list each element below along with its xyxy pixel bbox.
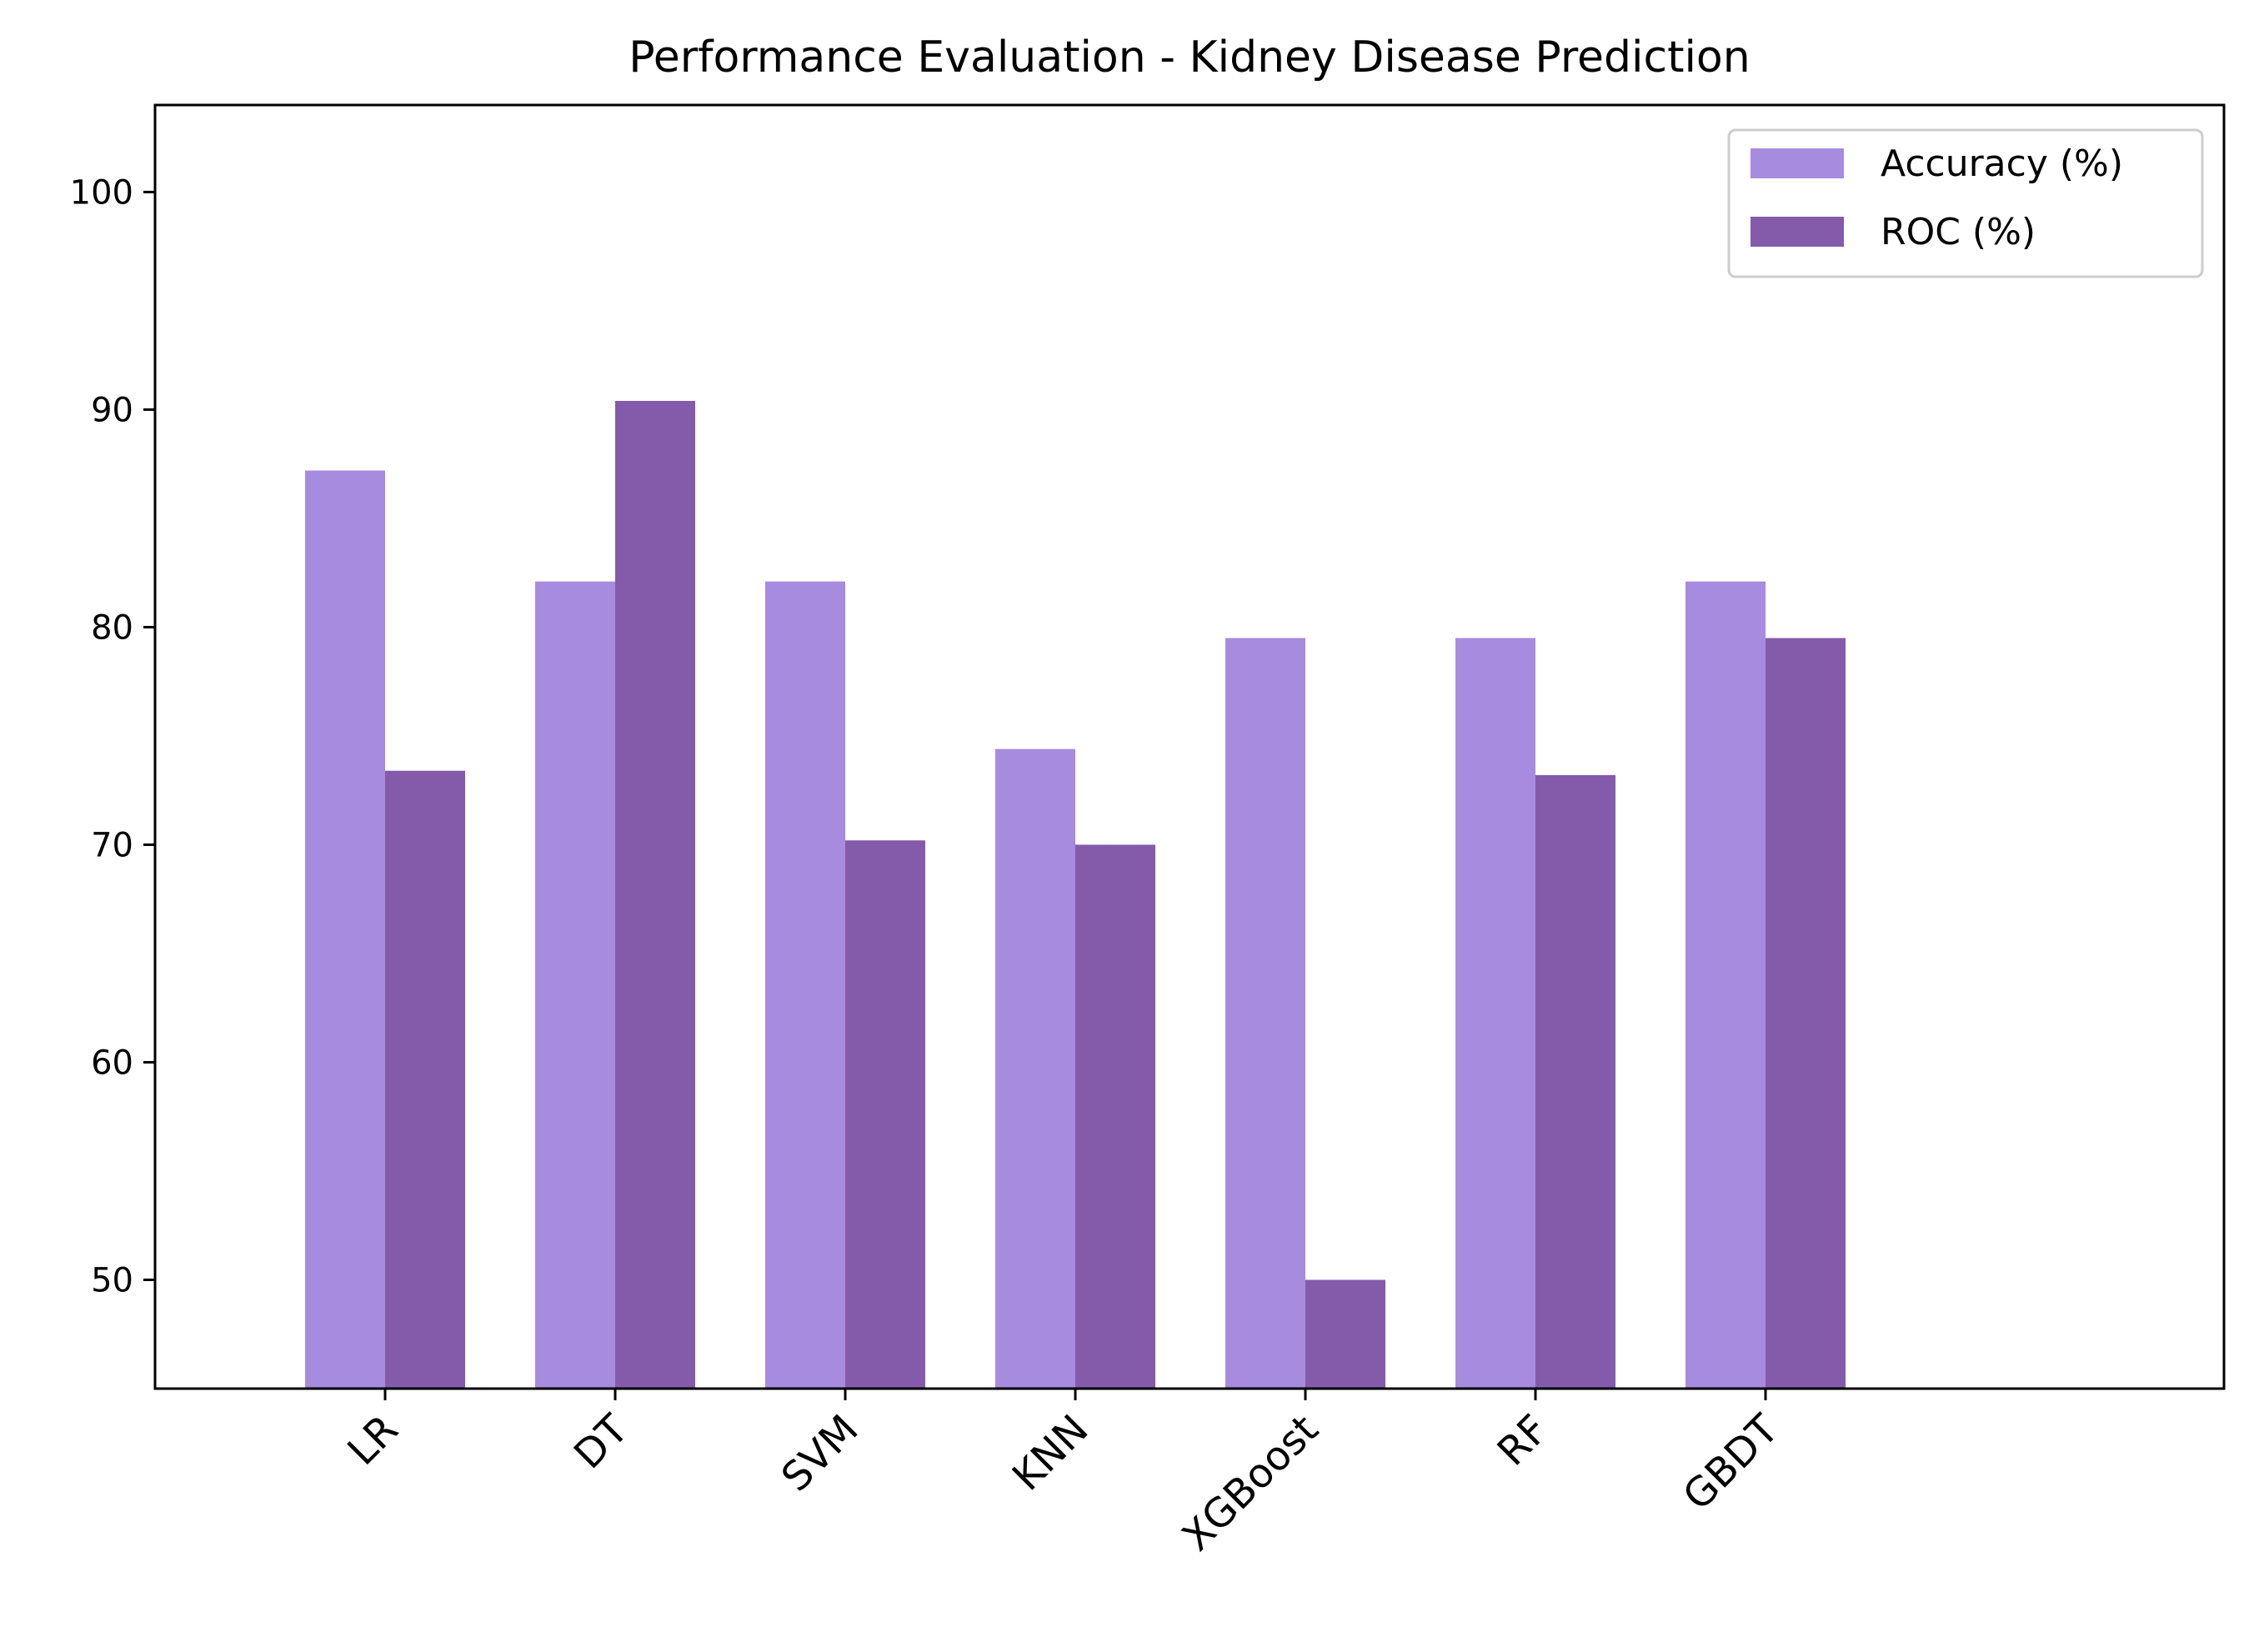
bar-roc-svm [845, 840, 925, 1389]
y-tick-label: 70 [91, 826, 133, 864]
y-tick-label: 60 [91, 1044, 133, 1082]
legend-box [1727, 128, 2204, 278]
bar-roc-rf [1535, 774, 1615, 1389]
x-tick-label: KNN [1004, 1406, 1098, 1500]
chart-title: Performance Evaluation - Kidney Disease … [629, 33, 1750, 83]
bar-accuracy-rf [1455, 638, 1535, 1389]
bar-roc-knn [1075, 844, 1155, 1389]
bar-roc-gbdt [1766, 638, 1846, 1389]
legend-label-accuracy: Accuracy (%) [1881, 143, 2123, 185]
x-axis: LR DT SVM KNN XGBoost RF GBDT [338, 1389, 1788, 1560]
y-axis: 50 60 70 80 90 100 [70, 173, 155, 1299]
bar-accuracy-dt [535, 581, 615, 1389]
legend-swatch-roc [1751, 217, 1844, 247]
legend-swatch-accuracy [1751, 148, 1844, 178]
y-tick-label: 50 [91, 1261, 133, 1299]
bar-roc-dt [615, 400, 695, 1389]
x-tick-label: LR [338, 1406, 407, 1474]
legend: Accuracy (%) ROC (%) [1727, 128, 2204, 278]
legend-label-roc: ROC (%) [1881, 211, 2036, 253]
x-tick-label: SVM [773, 1406, 868, 1501]
x-tick-label: XGBoost [1174, 1406, 1328, 1560]
bars-layer [305, 400, 1846, 1389]
bar-accuracy-gbdt [1685, 581, 1766, 1389]
bar-accuracy-knn [995, 748, 1075, 1389]
y-tick-label: 80 [91, 608, 133, 647]
y-tick-label: 90 [91, 391, 133, 429]
bar-accuracy-lr [305, 470, 385, 1389]
plot-frame [153, 103, 2226, 1390]
bar-accuracy-svm [765, 581, 845, 1389]
x-tick-label: GBDT [1674, 1405, 1788, 1519]
bar-roc-lr [385, 770, 465, 1389]
bar-roc-xgboost [1305, 1279, 1385, 1389]
bar-accuracy-xgboost [1225, 638, 1305, 1389]
x-tick-label: RF [1489, 1406, 1558, 1475]
x-tick-label: DT [565, 1405, 638, 1478]
y-tick-label: 100 [70, 173, 133, 212]
